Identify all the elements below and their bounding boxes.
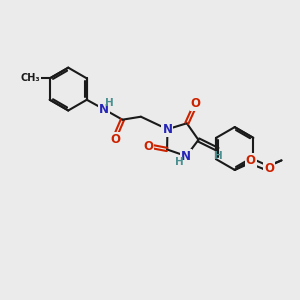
Text: O: O: [246, 154, 256, 167]
Text: H: H: [105, 98, 114, 108]
Text: N: N: [181, 150, 191, 163]
Text: O: O: [110, 134, 120, 146]
Text: O: O: [264, 162, 274, 175]
Text: N: N: [99, 103, 109, 116]
Text: O: O: [191, 97, 201, 110]
Text: CH₃: CH₃: [21, 74, 40, 83]
Text: O: O: [143, 140, 153, 153]
Text: H: H: [175, 157, 184, 167]
Text: N: N: [162, 123, 172, 136]
Text: H: H: [214, 151, 223, 161]
